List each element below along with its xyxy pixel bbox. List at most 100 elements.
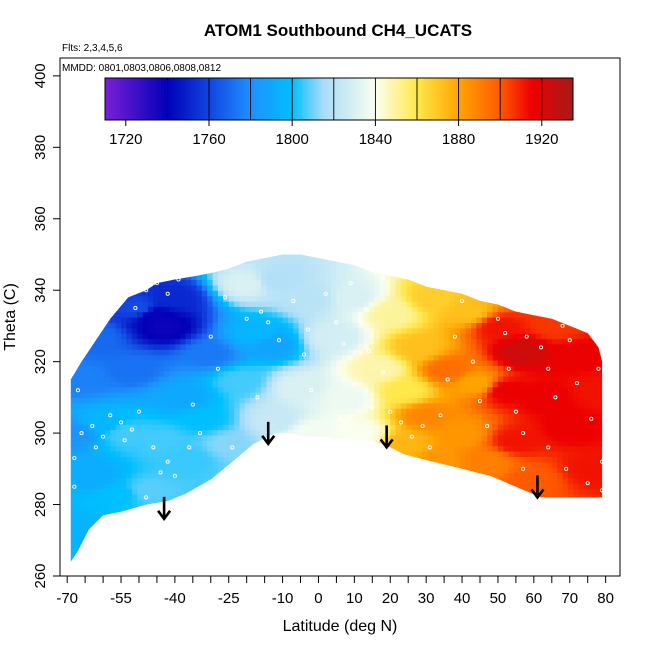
heatmap-cell <box>169 547 176 554</box>
heatmap-cell <box>444 493 451 500</box>
heatmap-cell <box>196 311 203 318</box>
heatmap-cell <box>223 354 230 361</box>
heatmap-cell <box>137 349 144 356</box>
heatmap-cell <box>497 311 504 318</box>
heatmap-cell <box>320 547 327 554</box>
heatmap-cell <box>417 536 424 543</box>
heatmap-cell <box>347 279 354 286</box>
heatmap-cell <box>277 290 284 297</box>
heatmap-cell <box>142 295 149 302</box>
heatmap-cell <box>104 306 111 313</box>
heatmap-cell <box>357 552 364 559</box>
heatmap-cell <box>147 295 154 302</box>
heatmap-cell <box>390 370 397 377</box>
heatmap-cell <box>309 451 316 457</box>
heatmap-cell <box>357 392 364 398</box>
heatmap-cell <box>174 488 181 495</box>
heatmap-cell <box>271 381 278 388</box>
heatmap-cell <box>158 254 165 259</box>
heatmap-cell <box>169 499 176 506</box>
heatmap-cell <box>110 247 116 253</box>
heatmap-cell <box>137 254 144 259</box>
heatmap-cell <box>132 564 138 570</box>
heatmap-cell <box>153 349 160 356</box>
heatmap-cell <box>357 424 364 431</box>
heatmap-cell <box>304 408 311 415</box>
heatmap-cell <box>471 547 477 554</box>
heatmap-cell <box>88 254 95 259</box>
heatmap-cell <box>320 472 327 479</box>
heatmap-cell <box>121 564 127 570</box>
heatmap-cell <box>201 526 208 532</box>
heatmap-cell <box>395 263 402 270</box>
heatmap-cell <box>390 397 397 404</box>
heatmap-cell <box>481 429 488 436</box>
heatmap-cell <box>88 258 95 265</box>
heatmap-cell <box>427 493 434 500</box>
heatmap-cell <box>384 499 391 506</box>
heatmap-cell <box>390 467 397 473</box>
heatmap-cell <box>503 317 510 323</box>
heatmap-cell <box>228 440 235 447</box>
heatmap-cell <box>417 467 424 473</box>
heatmap-cell <box>191 258 197 265</box>
heatmap-cell <box>169 300 176 307</box>
heatmap-cell <box>471 552 477 559</box>
heatmap-cell <box>100 247 106 253</box>
heatmap-cell <box>374 365 381 372</box>
heatmap-cell <box>143 247 149 253</box>
heatmap-cell <box>180 499 187 506</box>
heatmap-cell <box>244 434 251 441</box>
heatmap-cell <box>395 536 402 543</box>
heatmap-cell <box>180 322 187 329</box>
heatmap-cell <box>223 322 230 329</box>
heatmap-cell <box>142 274 149 281</box>
heatmap-cell <box>314 333 321 340</box>
heatmap-cell <box>115 375 122 382</box>
heatmap-cell <box>352 467 359 473</box>
heatmap-cell <box>126 552 133 559</box>
heatmap-cell <box>282 509 289 516</box>
heatmap-cell <box>282 290 289 297</box>
heatmap-cell <box>309 477 316 484</box>
heatmap-cell <box>325 254 332 259</box>
heatmap-cell <box>212 365 219 372</box>
heatmap-cell <box>83 547 90 554</box>
heatmap-cell <box>131 397 138 404</box>
heatmap-cell <box>110 509 117 516</box>
heatmap-cell <box>126 338 133 345</box>
heatmap-cell <box>142 461 149 468</box>
heatmap-cell <box>309 424 316 431</box>
heatmap-cell <box>293 509 300 516</box>
heatmap-cell <box>347 434 354 441</box>
heatmap-cell <box>352 542 359 549</box>
heatmap-cell <box>438 434 445 441</box>
heatmap-cell <box>304 300 311 307</box>
heatmap-cell <box>174 322 181 329</box>
heatmap-cell <box>427 274 434 281</box>
heatmap-cell <box>347 247 353 253</box>
heatmap-cell <box>444 300 451 307</box>
heatmap-cell <box>390 558 397 562</box>
heatmap-cell <box>309 290 316 297</box>
heatmap-cell <box>379 290 386 297</box>
heatmap-cell <box>271 493 278 500</box>
heatmap-cell <box>444 370 451 377</box>
heatmap-cell <box>126 445 133 452</box>
heatmap-cell <box>460 504 467 511</box>
heatmap-cell <box>422 279 429 286</box>
heatmap-cell <box>471 284 477 291</box>
heatmap-cell <box>104 295 111 302</box>
heatmap-cell <box>293 311 300 318</box>
heatmap-cell <box>207 338 214 345</box>
heatmap-cell <box>212 424 219 431</box>
heatmap-cell <box>99 274 106 281</box>
heatmap-cell <box>121 558 127 562</box>
heatmap-cell <box>406 397 413 404</box>
heatmap-cell <box>239 370 246 377</box>
heatmap-cell <box>126 359 133 366</box>
heatmap-cell <box>438 392 445 398</box>
heatmap-cell <box>374 547 381 554</box>
heatmap-cell <box>304 306 311 313</box>
heatmap-cell <box>201 445 208 452</box>
